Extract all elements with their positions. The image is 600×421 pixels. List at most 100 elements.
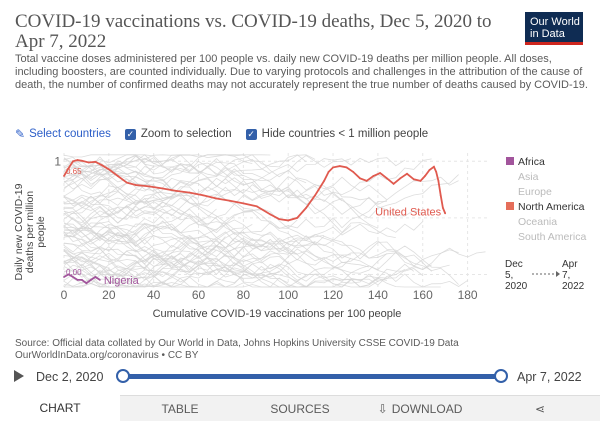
series-point	[76, 279, 79, 281]
chart-subtitle: Total vaccine doses administered per 100…	[15, 53, 588, 91]
y-axis-label-line: deaths per million	[24, 191, 36, 273]
series-point	[101, 164, 104, 167]
series-point	[98, 279, 101, 281]
series-point	[202, 194, 204, 197]
background-country-line	[63, 164, 396, 238]
owid-logo[interactable]: Our World in Data	[525, 12, 583, 45]
tab-share[interactable]: ⋖	[480, 395, 600, 421]
checkbox-checked-icon: ✓	[245, 128, 257, 140]
series-point	[439, 194, 442, 197]
series-point	[385, 177, 388, 180]
series-point	[428, 169, 431, 171]
series-point	[399, 177, 402, 180]
tab-chart[interactable]: CHART	[0, 395, 120, 421]
x-tick-label: 180	[458, 288, 478, 302]
background-country-line	[63, 177, 423, 217]
legend-item: North America	[518, 201, 585, 213]
series-point	[63, 175, 65, 177]
tab-chart-label: CHART	[39, 401, 81, 415]
series-point	[435, 170, 438, 173]
background-country-line	[63, 221, 352, 255]
background-country-line	[63, 184, 199, 208]
series-point	[345, 166, 348, 169]
series-point	[278, 218, 281, 221]
background-country-line	[63, 240, 298, 280]
background-country-line	[63, 180, 432, 285]
tab-table[interactable]: TABLE	[120, 395, 240, 421]
series-point	[81, 279, 83, 281]
source-line-2[interactable]: OurWorldInData.org/coronavirus • CC BY	[15, 350, 199, 361]
background-country-line	[63, 176, 459, 241]
series-point	[67, 273, 70, 276]
series-point	[134, 184, 137, 186]
x-tick-label: 80	[237, 288, 251, 302]
series-point	[81, 159, 83, 162]
background-country-line	[63, 174, 459, 234]
background-country-line	[63, 256, 387, 288]
background-country-line	[63, 205, 298, 229]
checkbox-checked-icon: ✓	[124, 128, 136, 140]
legend-item: Africa	[518, 156, 545, 168]
tab-table-label: TABLE	[161, 401, 199, 416]
date-legend-end: Apr	[562, 259, 578, 270]
logo-line-2: in Data	[530, 28, 565, 40]
timeline-track[interactable]	[123, 374, 501, 379]
x-tick-label: 100	[278, 288, 298, 302]
timeline-end-handle[interactable]	[494, 369, 508, 383]
background-country-line	[63, 198, 459, 267]
background-country-line	[63, 159, 271, 191]
background-country-line	[63, 199, 253, 258]
background-country-line	[63, 226, 450, 274]
hide-small-countries-checkbox[interactable]: ✓ Hide countries < 1 million people	[245, 128, 429, 140]
background-country-line	[63, 244, 271, 270]
tab-bar: CHART TABLE SOURCES ⇩ DOWNLOAD ⋖	[0, 395, 600, 421]
series-point	[359, 177, 361, 180]
series-point	[406, 172, 408, 175]
x-tick-label: 140	[368, 288, 388, 302]
select-countries-label: Select countries	[29, 128, 111, 140]
date-legend-start: 5,	[505, 270, 513, 281]
series-point	[372, 175, 375, 177]
series-point	[87, 161, 90, 164]
series-point	[437, 179, 440, 182]
tab-sources[interactable]: SOURCES	[240, 395, 360, 421]
series-point	[269, 213, 272, 216]
series-point	[314, 194, 317, 197]
series-point	[424, 175, 426, 177]
zoom-to-selection-checkbox[interactable]: ✓ Zoom to selection	[124, 128, 232, 140]
tab-download[interactable]: ⇩ DOWNLOAD	[360, 395, 480, 421]
background-country-line	[63, 186, 163, 207]
timeline-start-date: Dec 2, 2020	[36, 370, 104, 384]
legend-item: Oceania	[518, 216, 557, 228]
series-point	[379, 172, 382, 174]
background-country-line	[63, 225, 271, 253]
hide-small-countries-label: Hide countries < 1 million people	[261, 128, 429, 140]
play-icon[interactable]	[14, 370, 24, 382]
series-point	[107, 168, 110, 171]
series-point	[148, 185, 151, 188]
background-country-line	[63, 250, 280, 278]
source-note: Source: Official data collated by Our Wo…	[15, 338, 459, 362]
background-country-line	[63, 229, 406, 288]
series-point	[287, 219, 290, 222]
chart-controls: ✎ Select countries ✓ Zoom to selection ✓…	[15, 127, 442, 141]
background-country-line	[63, 249, 415, 288]
series-point	[352, 170, 355, 173]
background-country-line	[63, 221, 423, 275]
series-point	[90, 279, 92, 281]
background-country-line	[63, 190, 163, 215]
legend-item: South America	[518, 231, 586, 243]
legend-swatch	[506, 157, 514, 165]
chart-title: COVID-19 vaccinations vs. COVID-19 death…	[15, 11, 492, 52]
series-point	[63, 276, 65, 278]
timeline-start-handle[interactable]	[116, 369, 130, 383]
select-countries-button[interactable]: ✎ Select countries	[15, 127, 111, 141]
series-point	[116, 175, 119, 177]
series-point	[94, 276, 97, 278]
background-country-line	[63, 237, 352, 274]
background-country-line	[64, 247, 486, 288]
x-tick-label: 20	[102, 288, 116, 302]
date-legend-end: 2022	[562, 281, 585, 292]
series-point	[72, 160, 74, 163]
series-point	[242, 202, 245, 205]
